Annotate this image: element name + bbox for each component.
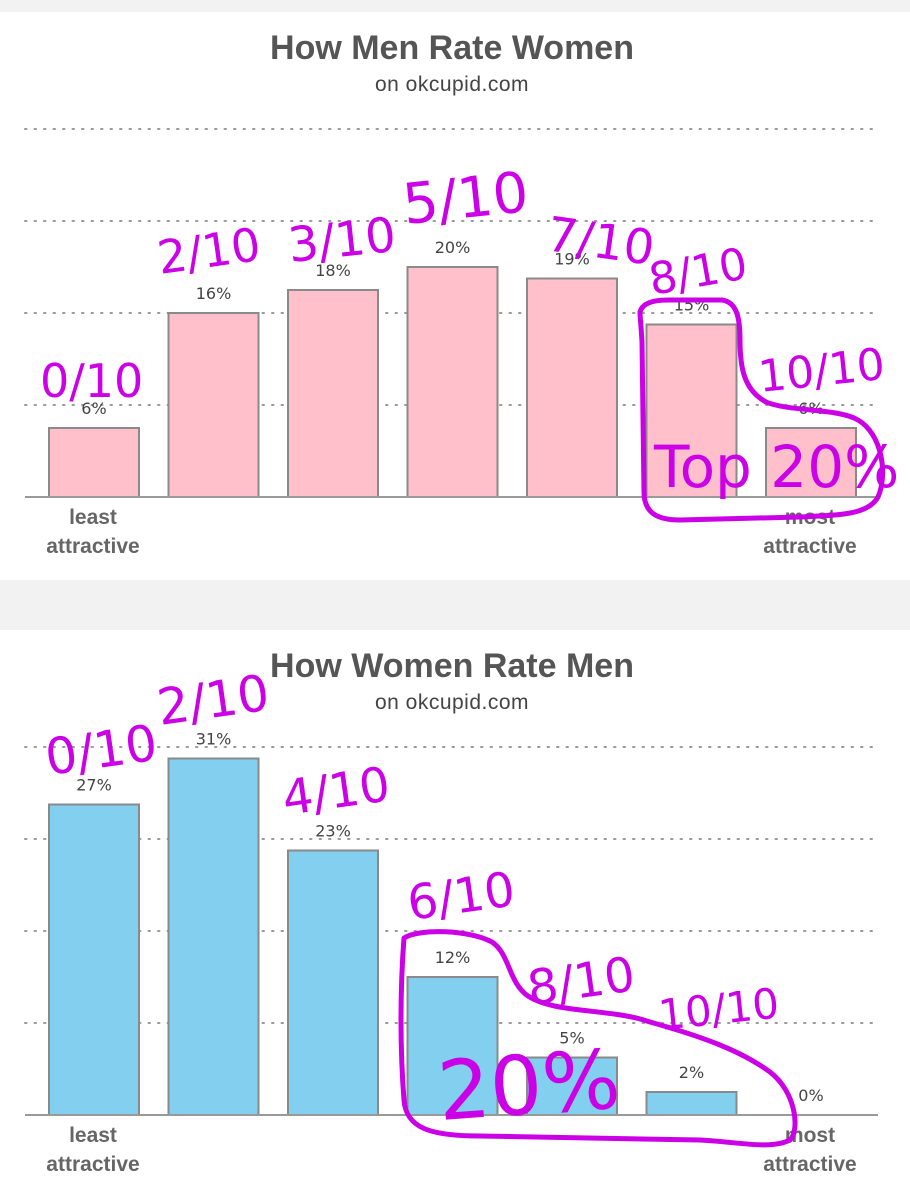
annotation-3-10: 3/10	[285, 207, 398, 274]
bar-1	[48, 427, 140, 498]
bar-5	[526, 277, 618, 498]
annotation-2-10: 2/10	[154, 664, 273, 737]
chart-title: How Women Rate Men	[270, 647, 634, 685]
bar-4	[406, 266, 499, 498]
bar-value-label-5: 19%	[554, 250, 590, 269]
annotation-10-10: 10/10	[756, 339, 887, 403]
annotation-6-10: 6/10	[404, 861, 519, 931]
chart-title: How Men Rate Women	[270, 29, 634, 67]
bar-6	[645, 1091, 738, 1116]
annotation-4-10: 4/10	[279, 756, 394, 826]
handwritten-annotations: 0/10 2/10 3/10 5/10 7/10 8/10 10/10 Top …	[40, 160, 899, 523]
x-label-most-line2: attractive	[763, 535, 856, 558]
chart-how-women-rate-men: How Women Rate Men on okcupid.com 27% 31%…	[24, 647, 879, 1176]
annotation-circle	[398, 929, 798, 1148]
annotation-8-10: 8/10	[524, 946, 639, 1016]
bar-6	[645, 323, 738, 498]
bar-value-label-3: 23%	[315, 822, 351, 841]
annotation-0-10: 0/10	[40, 354, 143, 408]
bar-value-label-5: 5%	[559, 1029, 584, 1048]
chart-panel-men: How Women Rate Men on okcupid.com 27% 31%…	[0, 630, 910, 1198]
bar-value-label-7: 0%	[798, 1086, 823, 1105]
x-label-least-line1: least	[69, 1124, 117, 1147]
annotation-2-10: 2/10	[154, 217, 264, 285]
chart-subtitle: on okcupid.com	[375, 691, 529, 714]
x-label-most-line2: attractive	[763, 1153, 856, 1176]
bar-4	[406, 976, 499, 1116]
bar-1	[48, 803, 140, 1116]
bar-2	[167, 757, 260, 1116]
bar-2	[167, 312, 260, 498]
x-label-least-line2: attractive	[46, 535, 139, 558]
annotation-circle	[637, 297, 886, 523]
bar-value-label-4: 20%	[435, 238, 471, 257]
x-label-most-line1: most	[785, 1124, 835, 1147]
annotation-top-20: Top 20%	[653, 433, 899, 501]
bar-value-label-6: 2%	[679, 1063, 704, 1082]
annotation-5-10: 5/10	[400, 160, 532, 238]
annotation-0-10: 0/10	[42, 714, 161, 787]
annotation-8-10: 8/10	[645, 238, 751, 305]
bar-value-label-1: 27%	[76, 776, 112, 795]
bar-value-label-1: 6%	[81, 399, 106, 418]
bar-value-label-4: 12%	[435, 948, 471, 967]
bar-value-label-3: 18%	[315, 261, 351, 280]
bar-3	[287, 849, 379, 1116]
chart-panel-women: How Men Rate Women on okcupid.com 6% 16% 1…	[0, 12, 910, 580]
bar-value-label-2: 31%	[196, 730, 232, 749]
chart-subtitle: on okcupid.com	[375, 73, 529, 96]
annotation-20-percent: 20%	[435, 1032, 623, 1139]
x-label-least-line2: attractive	[46, 1153, 139, 1176]
x-label-least-line1: least	[69, 506, 117, 529]
bar-value-label-2: 16%	[196, 284, 232, 303]
bar-5	[526, 1056, 618, 1116]
bar-3	[287, 289, 379, 498]
chart-how-men-rate-women: How Men Rate Women on okcupid.com 6% 16% 1…	[24, 29, 899, 558]
handwritten-annotations: 0/10 2/10 4/10 6/10 8/10 10/10 20%	[42, 664, 798, 1148]
